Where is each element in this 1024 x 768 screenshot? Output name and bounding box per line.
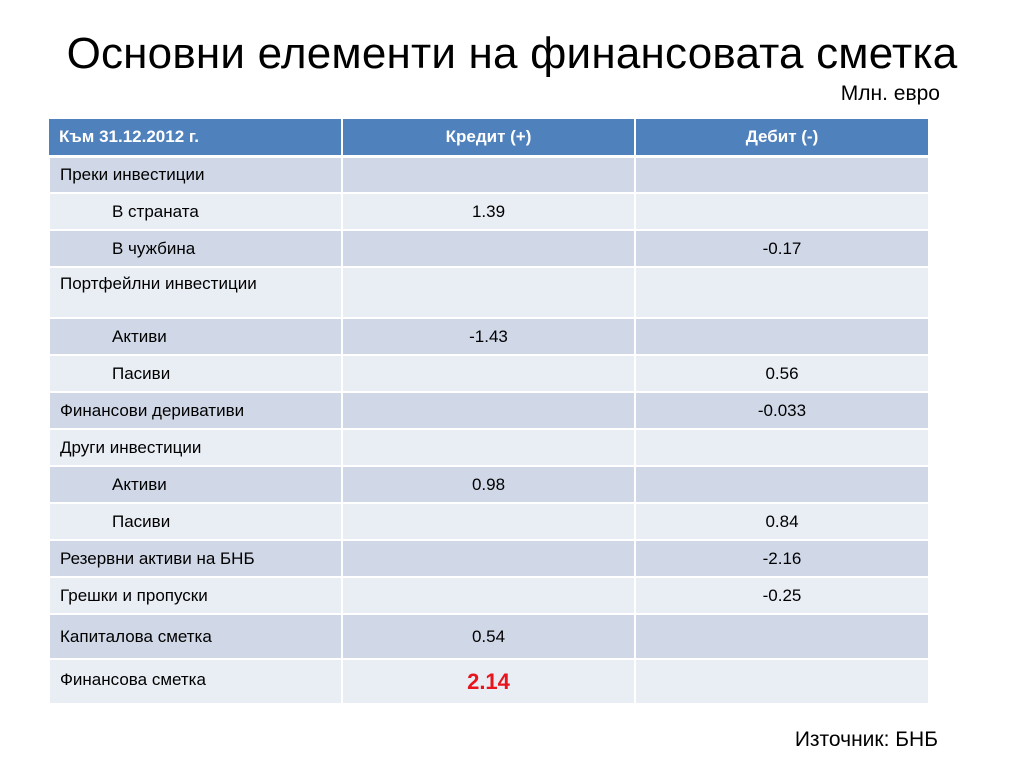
debit-cell xyxy=(634,428,930,467)
credit-cell xyxy=(341,576,636,615)
debit-cell xyxy=(634,155,930,194)
table-row: Грешки и пропуски -0.25 xyxy=(48,576,930,615)
row-label: Портфейлни инвестиции xyxy=(48,266,343,319)
debit-cell: -0.033 xyxy=(634,391,930,430)
debit-cell xyxy=(634,465,930,504)
slide-title: Основни елементи на финансовата сметка xyxy=(66,29,958,78)
debit-cell: 0.84 xyxy=(634,502,930,541)
row-label: Активи xyxy=(48,465,343,504)
table-row: Резервни активи на БНБ -2.16 xyxy=(48,539,930,578)
table-row: Активи -1.43 xyxy=(48,317,930,356)
debit-cell xyxy=(634,192,930,231)
debit-cell: -2.16 xyxy=(634,539,930,578)
credit-cell xyxy=(341,391,636,430)
table-row: Преки инвестиции xyxy=(48,155,930,194)
row-label: Други инвестиции xyxy=(48,428,343,467)
table-row: Портфейлни инвестиции xyxy=(48,266,930,319)
header-debit: Дебит (-) xyxy=(635,119,930,158)
header-credit: Кредит (+) xyxy=(342,119,636,158)
table-row: В страната 1.39 xyxy=(48,192,930,231)
debit-cell xyxy=(634,266,930,319)
row-label: Преки инвестиции xyxy=(48,155,343,194)
table-row: Капиталова сметка 0.54 xyxy=(48,613,930,660)
credit-cell: 0.54 xyxy=(341,613,636,660)
table-row: Пасиви 0.56 xyxy=(48,354,930,393)
debit-cell xyxy=(634,317,930,356)
debit-cell: -0.25 xyxy=(634,576,930,615)
row-label: Резервни активи на БНБ xyxy=(48,539,343,578)
credit-cell: 1.39 xyxy=(341,192,636,231)
credit-cell xyxy=(341,266,636,319)
credit-cell: 0.98 xyxy=(341,465,636,504)
credit-cell-total: 2.14 xyxy=(341,658,636,705)
debit-cell: -0.17 xyxy=(634,229,930,268)
row-label: Грешки и пропуски xyxy=(48,576,343,615)
row-label: Пасиви xyxy=(48,502,343,541)
row-label: Пасиви xyxy=(48,354,343,393)
row-label: Финансови деривативи xyxy=(48,391,343,430)
table-row: В чужбина -0.17 xyxy=(48,229,930,268)
credit-cell: -1.43 xyxy=(341,317,636,356)
credit-cell xyxy=(341,155,636,194)
financial-account-table: Към 31.12.2012 г. Кредит (+) Дебит (-) П… xyxy=(48,119,930,705)
table-header-row: Към 31.12.2012 г. Кредит (+) Дебит (-) xyxy=(49,119,930,158)
credit-cell xyxy=(341,502,636,541)
credit-cell xyxy=(341,539,636,578)
source-note: Източник: БНБ xyxy=(794,728,938,751)
table-row: Активи 0.98 xyxy=(48,465,930,504)
table-row: Пасиви 0.84 xyxy=(48,502,930,541)
row-label: Активи xyxy=(48,317,343,356)
debit-cell xyxy=(634,658,930,705)
unit-label: Млн. евро xyxy=(840,82,940,105)
credit-cell xyxy=(341,229,636,268)
table-row: Финансови деривативи -0.033 xyxy=(48,391,930,430)
row-label: В страната xyxy=(48,192,343,231)
row-label: Финансова сметка xyxy=(48,658,343,705)
total-value-highlight: 2.14 xyxy=(467,668,510,694)
header-date: Към 31.12.2012 г. xyxy=(49,119,343,158)
debit-cell: 0.56 xyxy=(634,354,930,393)
row-label: Капиталова сметка xyxy=(48,613,343,660)
table-row-total: Финансова сметка 2.14 xyxy=(48,658,930,705)
table-row: Други инвестиции xyxy=(48,428,930,467)
debit-cell xyxy=(634,613,930,660)
credit-cell xyxy=(341,354,636,393)
row-label: В чужбина xyxy=(48,229,343,268)
credit-cell xyxy=(341,428,636,467)
